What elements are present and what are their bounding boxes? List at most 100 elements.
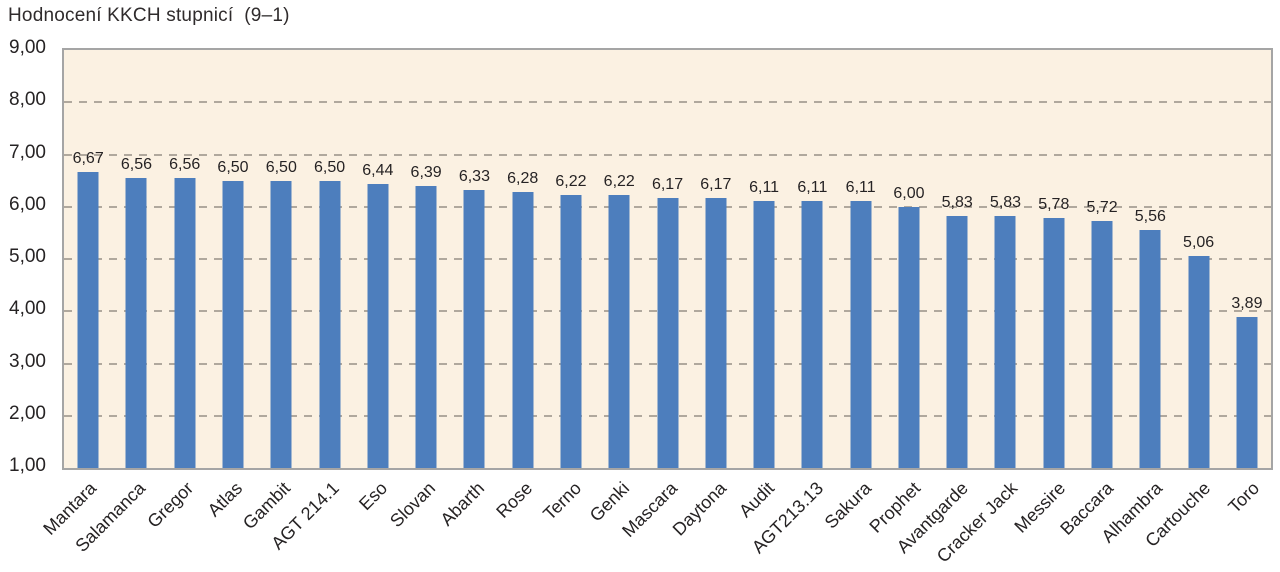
bar-value-label: 6,22 [555, 173, 587, 191]
bar [898, 206, 920, 468]
chart-title: Hodnocení KKCH stupnicí (9–1) [8, 5, 290, 26]
bar-value-label: 5,06 [1183, 233, 1215, 251]
y-tick-label: 8,00 [9, 89, 46, 111]
x-label-slot: Rose [492, 474, 546, 570]
bar-slot: 6,11 [837, 50, 885, 468]
bar [270, 180, 292, 468]
bar-slot: 6,44 [354, 50, 402, 468]
bar-slot: 5,83 [981, 50, 1029, 468]
x-label-slot: Daytona [668, 474, 740, 570]
bar-slot: 5,72 [1078, 50, 1126, 468]
bar-slot: 6,56 [112, 50, 160, 468]
bar [77, 171, 99, 468]
plot-area: 6,67 6,56 6,56 6,50 6,50 6,50 6,44 6,39 6,33 6,28… [62, 48, 1273, 470]
bar-slot: 5,83 [933, 50, 981, 468]
bar-value-label: 6,22 [603, 173, 635, 191]
bar-value-label: 6,56 [169, 155, 201, 173]
y-tick-label: 2,00 [9, 402, 46, 424]
bar [705, 197, 727, 468]
bar-slot: 6,50 [209, 50, 257, 468]
bar [222, 180, 244, 468]
bars-container: 6,67 6,56 6,56 6,50 6,50 6,50 6,44 6,39 6,33 6,28… [64, 50, 1271, 468]
bar-slot: 6,17 [643, 50, 691, 468]
bar-slot: 5,78 [1030, 50, 1078, 468]
y-axis-labels: 9,00 8,00 7,00 6,00 5,00 4,00 3,00 2,00 1,00 [0, 37, 54, 476]
bar-value-label: 6,17 [700, 175, 732, 193]
bar-value-label: 6,11 [749, 179, 780, 197]
bar-value-label: 6,39 [410, 164, 442, 182]
bar-value-label: 6,33 [458, 167, 490, 185]
bar [608, 195, 630, 468]
bar-value-label: 6,28 [507, 170, 539, 188]
y-tick-label: 7,00 [9, 141, 46, 163]
bar-value-label: 6,50 [265, 158, 297, 176]
bar [657, 197, 679, 468]
x-category-label: Eso [354, 478, 391, 515]
bar-slot: 6,67 [64, 50, 112, 468]
bar-slot: 6,17 [692, 50, 740, 468]
bar-value-label: 6,17 [651, 175, 684, 193]
bar [946, 215, 968, 468]
bar-slot: 6,11 [788, 50, 836, 468]
bar [560, 195, 582, 468]
bar-value-label: 6,44 [362, 161, 394, 179]
bar-slot: 6,22 [595, 50, 643, 468]
bar-value-label: 6,50 [313, 158, 346, 176]
bar-slot: 6,11 [740, 50, 788, 468]
bar [125, 177, 147, 468]
gridline [64, 153, 1271, 156]
bar-slot: 6,22 [547, 50, 595, 468]
bar [319, 180, 341, 468]
bar [801, 201, 823, 468]
gridline [64, 101, 1271, 104]
bar [463, 189, 485, 468]
bar-slot: 6,50 [305, 50, 353, 468]
bar-slot: 5,06 [1174, 50, 1222, 468]
bar-slot: 3,89 [1223, 50, 1271, 468]
x-axis-labels: Mantara Salamanca Gregor Atlas Gambit AGT 214… [40, 474, 1273, 570]
bar [1188, 255, 1210, 468]
y-tick-label: 1,00 [9, 455, 46, 476]
x-label-slot: Cartouche [1142, 474, 1224, 570]
y-tick-label: 4,00 [9, 298, 46, 320]
bar [994, 215, 1016, 468]
x-label-slot: Terno [539, 474, 594, 570]
x-category-label: Rose [492, 478, 537, 522]
bar [512, 192, 534, 468]
x-label-slot: Toro [1223, 474, 1273, 570]
x-category-label: Toro [1223, 478, 1263, 517]
bar-value-label: 5,72 [1086, 199, 1118, 217]
bar-value-label: 6,50 [217, 158, 249, 176]
bar [753, 201, 775, 468]
bar-slot: 6,56 [161, 50, 209, 468]
bar [850, 201, 872, 468]
bar-value-label: 6,67 [72, 149, 104, 167]
bar-value-label: 3,89 [1231, 295, 1263, 312]
y-tick-label: 6,00 [9, 193, 46, 215]
bar-value-label: 6,00 [893, 184, 925, 202]
bar [1236, 317, 1258, 468]
bar-value-label: 6,11 [845, 179, 876, 197]
bar-value-label: 6,56 [120, 155, 152, 173]
bar-value-label: 5,83 [941, 193, 973, 211]
bar [415, 186, 437, 468]
bar-value-label: 6,11 [797, 179, 828, 197]
bar-slot: 6,50 [257, 50, 305, 468]
y-tick-label: 5,00 [9, 246, 46, 267]
x-label-slot: Gregor [143, 474, 207, 570]
bar-slot: 6,28 [499, 50, 547, 468]
y-tick-label: 9,00 [9, 37, 46, 58]
y-tick-label: 3,00 [9, 350, 46, 372]
bar-slot: 6,00 [885, 50, 933, 468]
bar-slot: 5,56 [1126, 50, 1174, 468]
bar [1043, 218, 1065, 468]
bar [367, 183, 389, 468]
bar [1139, 229, 1161, 468]
x-label-slot: Abarth [436, 474, 498, 570]
x-category-label: Terno [538, 478, 585, 524]
bar-value-label: 5,78 [1038, 196, 1070, 214]
x-category-label: Audit [735, 478, 779, 522]
bar-slot: 6,33 [450, 50, 498, 468]
bar-value-label: 5,83 [989, 193, 1022, 211]
